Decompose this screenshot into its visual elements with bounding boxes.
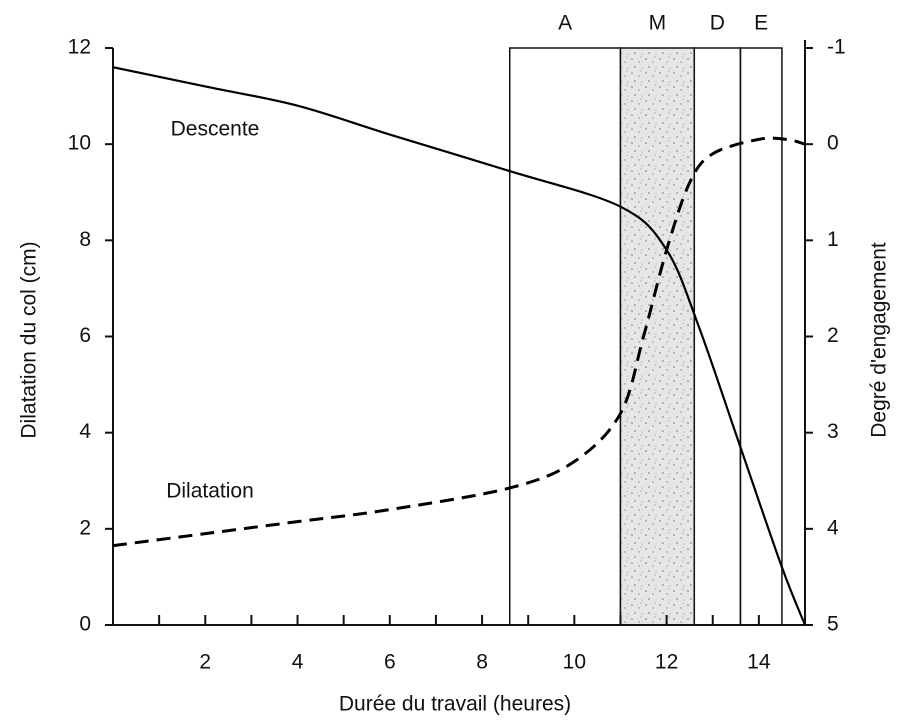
y-tick-label: 12 [68, 36, 91, 59]
y2-tick-label: 2 [827, 324, 839, 347]
y-tick-label: 10 [68, 132, 91, 155]
y-tick-label: 8 [79, 228, 91, 251]
x-tick-label: 6 [384, 651, 396, 674]
series-line [112, 66, 807, 626]
y-tick-label: 4 [79, 420, 91, 443]
phase-label: M [649, 12, 667, 35]
y2-tick-label: 4 [827, 516, 839, 539]
y-axis-title: Dilatation du col (cm) [18, 241, 41, 438]
y-tick-label: 0 [79, 613, 91, 636]
series-line [112, 136, 806, 548]
y2-tick-label: -1 [827, 36, 846, 59]
x-tick-label: 2 [199, 651, 211, 674]
series-label: Descente [171, 118, 260, 141]
y-tick-label: 6 [79, 324, 91, 347]
x-axis-title: Durée du travail (heures) [339, 693, 571, 716]
phase-band [508, 47, 622, 626]
phase-band [693, 47, 742, 626]
x-tick-label: 8 [476, 651, 488, 674]
phase-band [739, 47, 783, 626]
phase-label: D [710, 12, 725, 35]
y2-tick-label: 1 [827, 228, 839, 251]
y2-axis-title: Degré d'engagement [868, 242, 891, 438]
phase-label: E [754, 12, 768, 35]
x-tick-label: 14 [747, 651, 771, 674]
x-tick-label: 4 [292, 651, 304, 674]
series-label: Dilatation [166, 480, 254, 503]
x-tick-label: 10 [563, 651, 586, 674]
y2-tick-label: 3 [827, 420, 839, 443]
phase-band [619, 47, 696, 626]
x-tick-label: 12 [655, 651, 678, 674]
y2-tick-label: 5 [827, 613, 839, 636]
phase-label: A [558, 12, 572, 35]
y-tick-label: 2 [79, 516, 91, 539]
y2-tick-label: 0 [827, 132, 839, 155]
